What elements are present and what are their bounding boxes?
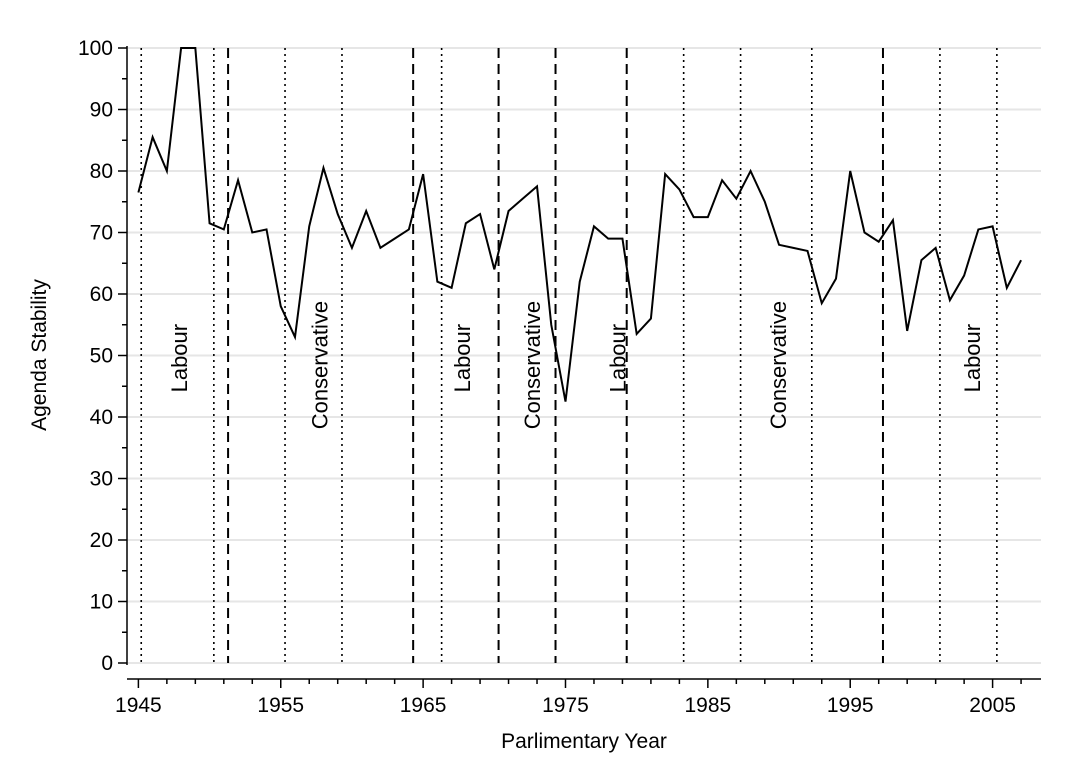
- x-tick-label-1995: 1995: [827, 694, 874, 717]
- party-label-1: Conservative: [308, 301, 333, 429]
- party-label-3: Conservative: [520, 301, 545, 429]
- x-tick-label-2005: 2005: [969, 694, 1016, 717]
- series-line-0: [137, 47, 1022, 402]
- x-tick-label-1955: 1955: [257, 694, 304, 717]
- party-label-5: Conservative: [766, 301, 791, 429]
- grid-lines: [127, 47, 1041, 664]
- party-label-6: Labour: [960, 324, 985, 393]
- y-tick-label-30: 30: [90, 468, 113, 491]
- y-tick-label-70: 70: [90, 222, 113, 245]
- y-tick-label-40: 40: [90, 406, 113, 429]
- x-tick-label-1965: 1965: [400, 694, 447, 717]
- y-axis-title: Agenda Stability: [28, 279, 51, 431]
- y-tick-label-60: 60: [90, 283, 113, 306]
- y-tick-label-80: 80: [90, 160, 113, 183]
- x-axis-title: Parlimentary Year: [501, 730, 667, 753]
- y-tick-label-10: 10: [90, 591, 113, 614]
- y-tick-label-90: 90: [90, 99, 113, 122]
- axes: 0 10 20 30 40 50 60 70 80 90 100 1945 1955 1965 1975 19…: [78, 37, 1041, 717]
- x-tick-label-1985: 1985: [685, 694, 732, 717]
- party-label-4: Labour: [605, 324, 630, 393]
- party-annotations: Labour Conservative Labour Conservative Labo…: [167, 301, 985, 429]
- series-lines: [137, 47, 1022, 402]
- x-tick-label-1945: 1945: [115, 694, 162, 717]
- y-tick-label-0: 0: [101, 652, 113, 675]
- y-tick-label-50: 50: [90, 345, 113, 368]
- party-label-2: Labour: [450, 324, 475, 393]
- x-tick-label-1975: 1975: [542, 694, 589, 717]
- y-tick-label-100: 100: [78, 37, 113, 60]
- party-label-0: Labour: [167, 324, 192, 393]
- election-lines: [140, 48, 998, 663]
- y-tick-label-20: 20: [90, 529, 113, 552]
